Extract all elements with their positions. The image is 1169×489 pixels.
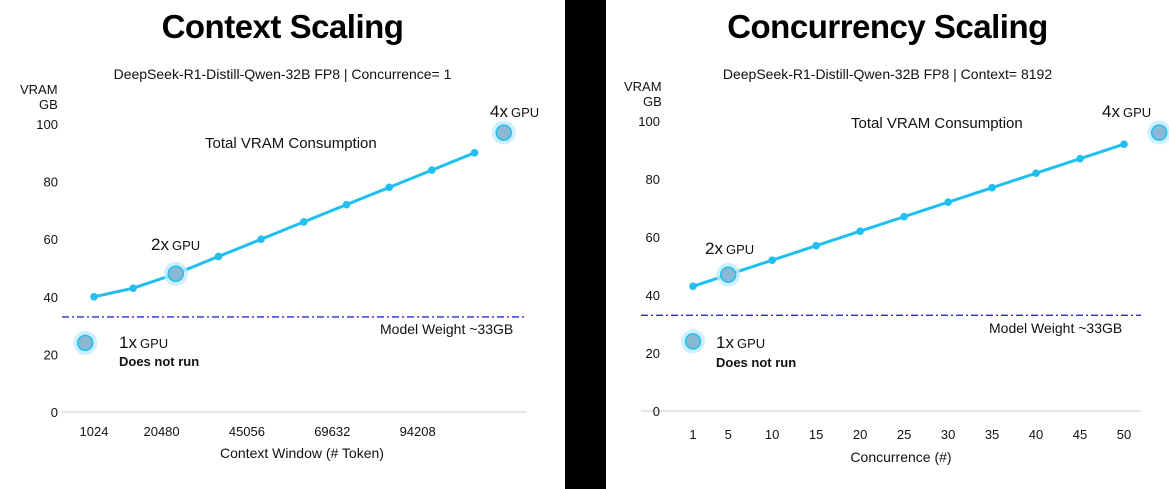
gpu-marker-4x [1150,124,1168,141]
y-axis-label-line1: VRAM [624,79,662,94]
data-point [470,149,479,157]
y-tick-label: 100 [36,117,58,132]
gpu-marker-2x [719,266,737,283]
does-not-run-note: Does not run [716,355,796,370]
data-point [1120,140,1128,148]
y-tick-label: 60 [44,232,58,247]
y-tick-label: 20 [646,346,660,361]
gpu-label-4x: 4x GPU [1102,102,1151,121]
gpu-label-2x: 2x GPU [705,239,754,258]
data-point [900,212,908,221]
model-weight-label: Model Weight ~33GB [380,321,513,337]
y-axis-label-line1: VRAM [20,82,58,97]
y-tick-label: 40 [646,288,660,303]
does-not-run-note: Does not run [119,354,199,369]
x-tick-label: 30 [941,427,955,442]
y-tick-label: 20 [44,347,58,362]
gpu-label-1x: 1x GPU [119,333,168,352]
x-tick-label: 5 [725,427,732,442]
x-tick-label: 69632 [314,424,350,439]
x-tick-label: 10 [765,427,779,442]
data-point [768,256,776,265]
data-point [90,293,98,301]
chart-subtitle: DeepSeek-R1-Distill-Qwen-32B FP8 | Conte… [722,66,1053,82]
chart-title: Context Scaling [161,8,404,45]
x-axis-label: Concurrence (#) [850,449,951,465]
x-tick-label: 20 [853,427,867,442]
x-tick-label: 35 [985,427,999,442]
y-tick-label: 60 [646,230,660,245]
context-scaling-chart: VRAM GB Total VRAM Consumption Model Wei… [20,82,539,461]
x-axis-label: Context Window (# Token) [220,445,384,461]
vram-series-line [92,151,476,299]
gpu-marker-1x [76,334,94,352]
context-scaling-panel: Context Scaling DeepSeek-R1-Distill-Qwen… [0,0,565,489]
x-tick-label: 45056 [229,424,265,439]
y-axis-label-line2: GB [39,97,58,112]
y-tick-label: 100 [638,114,660,129]
y-axis-label-line2: GB [643,94,662,109]
chart-subtitle: DeepSeek-R1-Distill-Qwen-32B FP8 | Concu… [113,66,452,82]
gpu-marker-1x [684,333,702,350]
series-label: Total VRAM Consumption [205,135,377,152]
y-tick-label: 80 [646,172,660,187]
panel-divider [565,0,606,489]
data-point [988,183,996,192]
data-point [257,235,265,243]
x-tick-label: 1 [689,427,696,442]
data-point [129,284,137,292]
data-point [689,282,697,291]
x-tick-label: 50 [1117,427,1131,442]
data-point [1032,169,1040,177]
data-point [428,166,436,174]
model-weight-label: Model Weight ~33GB [989,320,1122,336]
gpu-marker-2x [167,265,185,283]
y-tick-label: 40 [44,290,58,305]
vram-series-line [691,142,1126,288]
chart-title: Concurrency Scaling [727,8,1048,45]
x-tick-label: 15 [809,427,823,442]
data-point [385,183,393,192]
y-tick-label: 80 [44,175,58,190]
x-tick-label: 45 [1073,427,1087,442]
data-point [1076,154,1084,163]
gpu-label-4x: 4x GPU [490,102,539,121]
concurrency-scaling-panel: Concurrency Scaling DeepSeek-R1-Distill-… [606,0,1169,489]
series-label: Total VRAM Consumption [851,115,1023,132]
y-tick-label: 0 [653,404,660,419]
data-point [342,200,351,209]
data-point [856,227,864,235]
data-point [812,241,820,250]
gpu-label-1x: 1x GPU [716,333,765,352]
gpu-marker-4x [495,124,513,141]
concurrency-scaling-chart: VRAM GB Total VRAM Consumption Model Wei… [624,79,1169,465]
data-point [944,198,952,206]
data-point [300,218,308,226]
x-tick-label: 25 [897,427,911,442]
x-tick-label: 94208 [400,424,436,439]
y-tick-label: 0 [51,405,58,420]
data-point [214,252,223,261]
x-tick-label: 40 [1029,427,1043,442]
x-tick-label: 1024 [80,424,109,439]
gpu-label-2x: 2x GPU [151,235,200,254]
x-tick-label: 20480 [143,424,179,439]
